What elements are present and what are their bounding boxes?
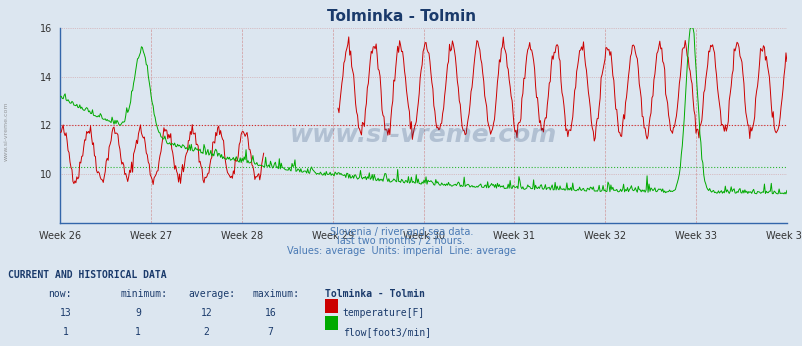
Text: 7: 7 (267, 327, 273, 337)
Text: maximum:: maximum: (253, 289, 300, 299)
Text: 12: 12 (200, 308, 212, 318)
Text: 1: 1 (63, 327, 69, 337)
Text: 16: 16 (265, 308, 276, 318)
Text: average:: average: (188, 289, 236, 299)
Text: Tolminka - Tolmin: Tolminka - Tolmin (325, 289, 424, 299)
Text: www.si-vreme.com: www.si-vreme.com (290, 123, 557, 147)
Text: Slovenia / river and sea data.: Slovenia / river and sea data. (330, 227, 472, 237)
Text: minimum:: minimum: (120, 289, 168, 299)
Text: Tolminka - Tolmin: Tolminka - Tolmin (326, 9, 476, 24)
Text: 9: 9 (135, 308, 141, 318)
Text: Values: average  Units: imperial  Line: average: Values: average Units: imperial Line: av… (286, 246, 516, 256)
Text: CURRENT AND HISTORICAL DATA: CURRENT AND HISTORICAL DATA (8, 270, 167, 280)
Text: 1: 1 (135, 327, 141, 337)
Text: now:: now: (48, 289, 71, 299)
Text: flow[foot3/min]: flow[foot3/min] (342, 327, 431, 337)
Text: 13: 13 (60, 308, 71, 318)
Text: temperature[F]: temperature[F] (342, 308, 424, 318)
Text: www.si-vreme.com: www.si-vreme.com (4, 102, 9, 161)
Text: 2: 2 (203, 327, 209, 337)
Text: last two months / 2 hours.: last two months / 2 hours. (337, 236, 465, 246)
